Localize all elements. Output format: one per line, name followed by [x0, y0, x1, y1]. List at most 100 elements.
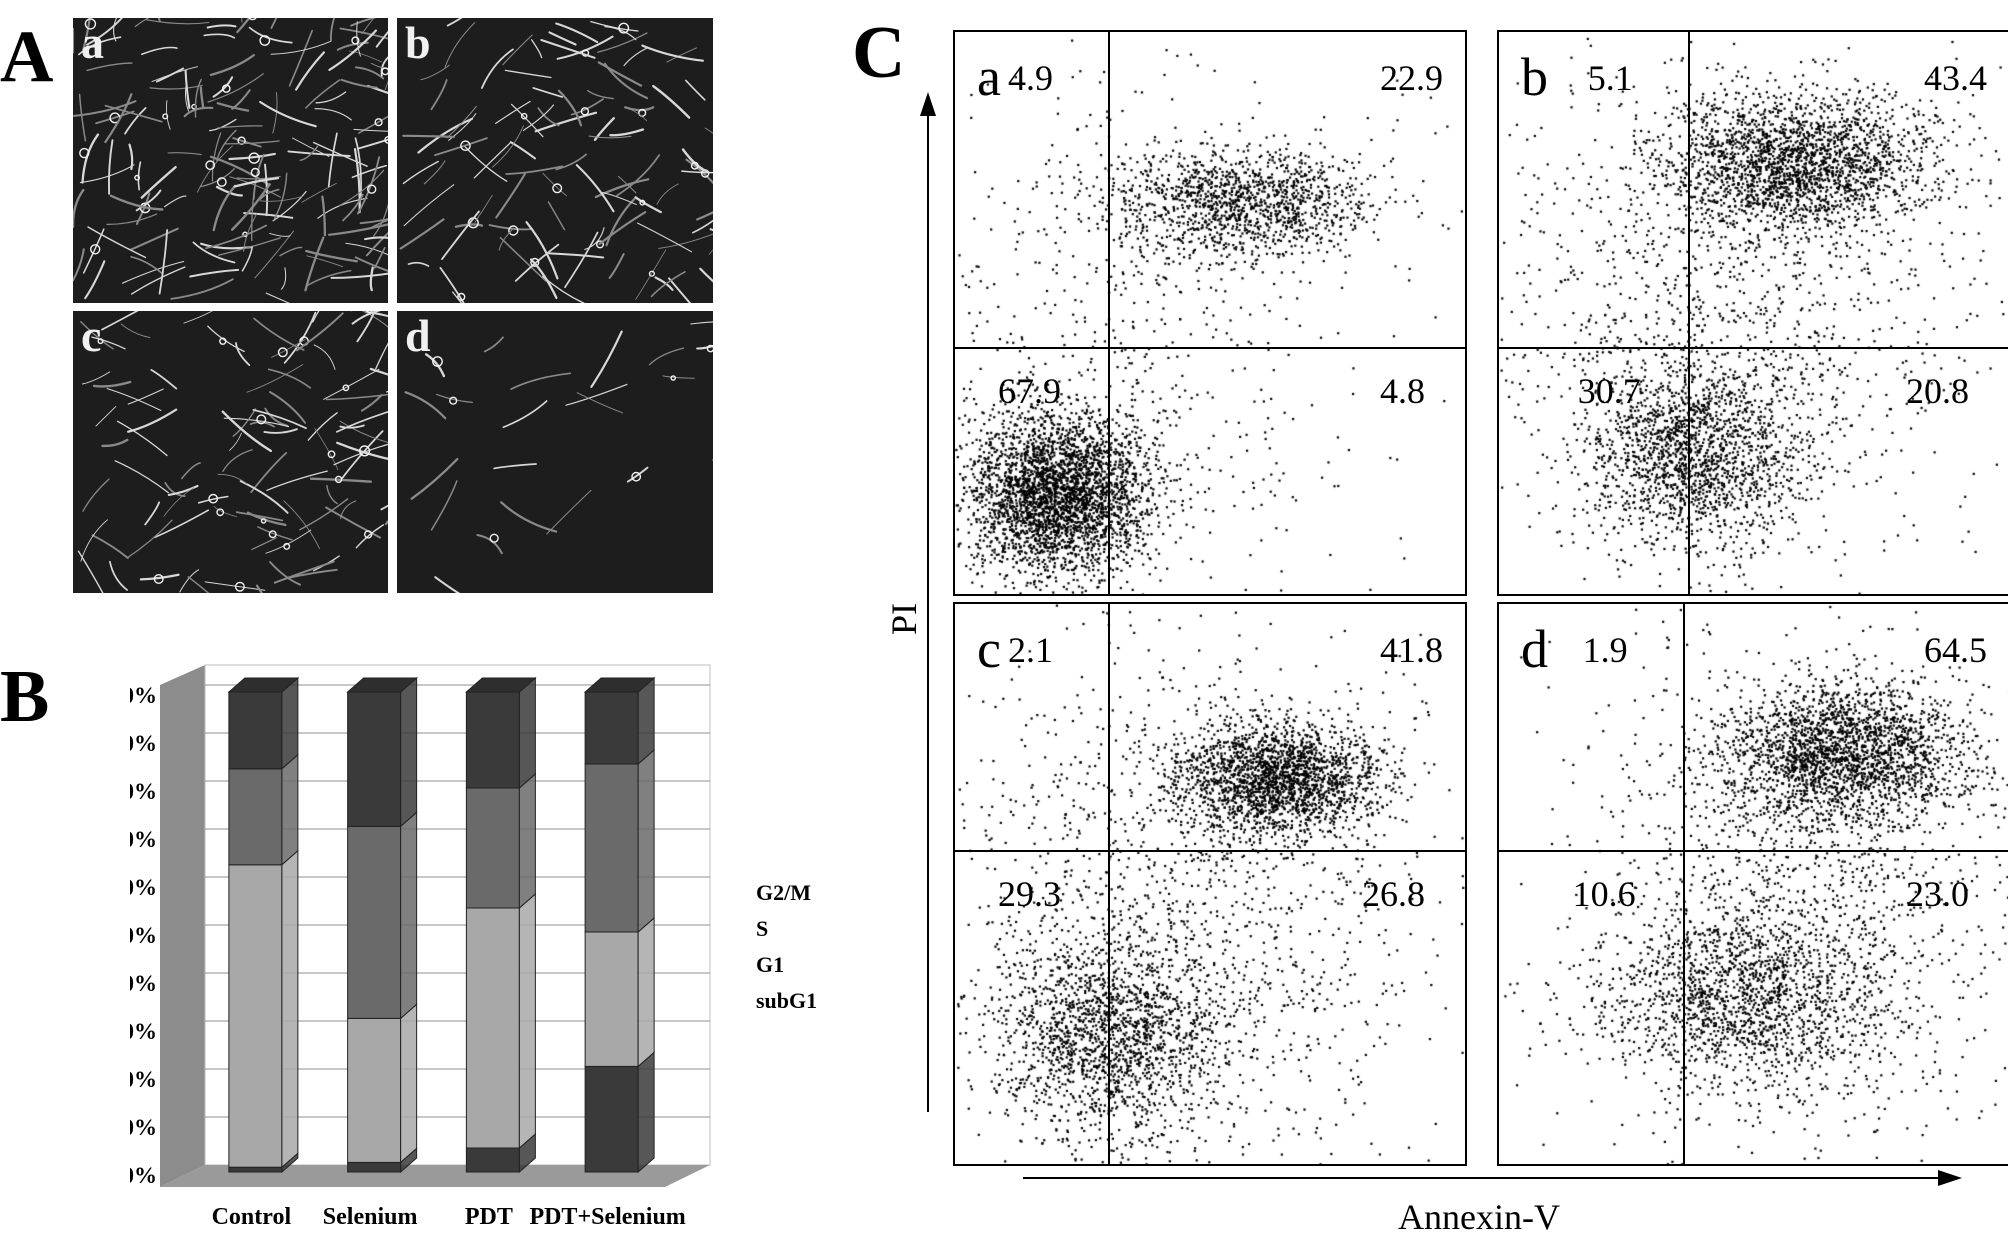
legend-label: subG1 [756, 988, 818, 1013]
micrograph-c: c [73, 311, 388, 593]
x-category-label: PDT [465, 1204, 513, 1230]
bar-segment [347, 691, 402, 827]
flow-cytometry-figure: PI Annexin-V a 4.9 22.9 67.9 4.8 b 5.1 43.4 30.7 20… [860, 0, 2008, 1244]
quadrant-value-lower-right: 20.8 [1906, 370, 1969, 411]
y-tick-label: 50% [130, 923, 157, 948]
flow-panel-d: d 1.9 64.5 10.6 23.0 [1497, 602, 2008, 1166]
bar-segment [465, 1147, 520, 1173]
flow-panel-a: a 4.9 22.9 67.9 4.8 [953, 30, 1467, 596]
micrograph-c-texture [77, 311, 388, 593]
y-tick-label: 0% [130, 1163, 157, 1188]
quadrant-vertical-line [1108, 32, 1110, 594]
bar-segment [228, 1166, 283, 1173]
bar-segment [584, 691, 639, 765]
bar-top [346, 677, 418, 693]
bar-top [465, 677, 537, 693]
y-tick-label: 20% [130, 1067, 157, 1092]
legend-label: S [756, 916, 769, 941]
bar-segment [465, 907, 520, 1149]
bar-segment-side [400, 676, 418, 828]
x-category-label: Selenium [323, 1204, 418, 1230]
bar-segment [228, 768, 283, 866]
flow-panel-letter: a [977, 47, 1001, 107]
micrograph-b-label: b [405, 18, 431, 68]
bar-segment-side [281, 676, 299, 770]
x-category-label: Control [212, 1204, 292, 1230]
micrograph-a: a [73, 18, 388, 303]
flow-scatter-b [1499, 32, 2008, 594]
bar-segment-side [281, 849, 299, 1169]
bar-segment [228, 691, 283, 770]
legend-label: G1 [756, 952, 785, 977]
bar-segment-side [518, 772, 536, 910]
flow-panel-letter: c [977, 619, 1001, 679]
quadrant-value-lower-right: 23.0 [1906, 874, 1969, 915]
quadrant-value-upper-right: 41.8 [1380, 630, 1443, 670]
chart-floor [160, 1165, 710, 1187]
bar-segment-side [637, 916, 655, 1068]
y-tick-label: 90% [130, 731, 157, 756]
quadrant-value-lower-left: 30.7 [1577, 370, 1641, 411]
micrograph-c-label: c [81, 311, 102, 361]
quadrant-value-upper-right: 43.4 [1924, 58, 1987, 98]
panel-letter-c: C [852, 12, 906, 94]
bar-segment [584, 1065, 639, 1173]
bar-segment [228, 864, 283, 1168]
micrograph-b-texture [399, 18, 713, 303]
bar-segment [465, 691, 520, 789]
y-tick-label: 70% [130, 827, 157, 852]
bar-segment-side [400, 811, 418, 1020]
panel-letter-b: B [0, 656, 50, 738]
quadrant-value-upper-right: 64.5 [1924, 630, 1987, 670]
micrograph-d: d [397, 311, 713, 593]
quadrant-vertical-line [1688, 32, 1690, 594]
bar-segment [584, 763, 639, 933]
quadrant-horizontal-line [1499, 850, 2008, 852]
micrograph-d-texture [404, 321, 713, 593]
panel-letter-a: A [0, 16, 54, 98]
bar-segment-side [637, 748, 655, 934]
bar-segment [584, 931, 639, 1067]
y-tick-label: 80% [130, 779, 157, 804]
bar-top [227, 677, 300, 693]
flow-scatter-d [1499, 604, 2008, 1164]
flow-panel-letter: d [1521, 619, 1548, 679]
x-axis-label: Annexin-V [1398, 1197, 1560, 1237]
bar-segment [347, 1161, 402, 1173]
quadrant-vertical-line [1683, 604, 1685, 1164]
y-tick-label: 60% [130, 875, 157, 900]
bar-segment [347, 825, 402, 1019]
legend-label: G2/M [756, 880, 811, 905]
bar-segment-side [637, 1051, 655, 1174]
quadrant-value-upper-left: 1.9 [1582, 630, 1628, 670]
micrograph-b: b [397, 18, 713, 303]
bar-top [583, 677, 656, 693]
y-tick-label: 40% [130, 971, 157, 996]
quadrant-value-upper-left: 2.1 [1008, 630, 1053, 670]
y-tick-label: 30% [130, 1019, 157, 1044]
axis-arrows [920, 92, 1962, 1186]
flow-panel-letter: b [1521, 47, 1548, 107]
quadrant-value-lower-right: 4.8 [1380, 370, 1425, 411]
quadrant-horizontal-line [955, 347, 1465, 349]
quadrant-vertical-line [1108, 604, 1110, 1164]
y-tick-label: 10% [130, 1115, 157, 1140]
y-axis-label: PI [884, 602, 925, 636]
bar-segment-side [518, 676, 536, 790]
flow-scatter-c [955, 604, 1465, 1164]
quadrant-value-upper-left: 4.9 [1008, 58, 1053, 98]
bar-segment [347, 1017, 402, 1163]
bar-segment [465, 787, 520, 909]
micrograph-d-label: d [405, 311, 431, 361]
micrograph-a-label: a [81, 18, 104, 68]
cell-cycle-stacked-bar-chart: 0% 10% 20% 30% 40% 50% 60% 70% 80% 90% 100% Control… [130, 664, 711, 1230]
quadrant-value-upper-left: 5.1 [1587, 58, 1633, 98]
flow-panel-b: b 5.1 43.4 30.7 20.8 [1497, 30, 2008, 596]
quadrant-horizontal-line [955, 850, 1465, 852]
bar-segment-side [637, 676, 655, 766]
micrograph-a-texture [73, 18, 388, 303]
quadrant-value-lower-left: 10.6 [1572, 874, 1636, 915]
quadrant-value-lower-left: 29.3 [998, 874, 1061, 915]
bar-segment-side [518, 892, 536, 1150]
bar-segment-side [400, 1003, 418, 1164]
